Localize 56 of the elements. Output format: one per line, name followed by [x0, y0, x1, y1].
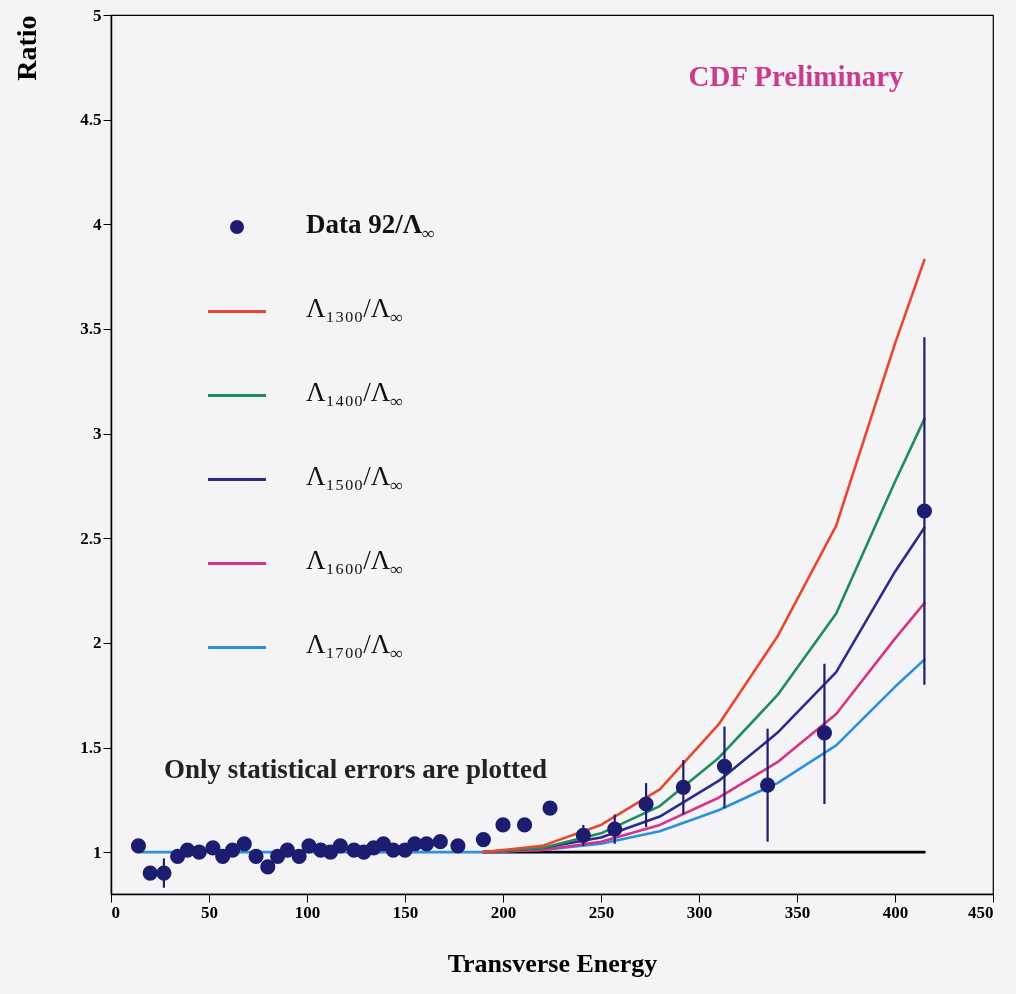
point: [916, 503, 932, 519]
point: [495, 817, 511, 833]
legend-label: Λ₁₆₀₀/Λ$_{∞}$: [306, 545, 403, 581]
point: [760, 777, 776, 793]
point: [236, 836, 252, 852]
x-tick-label: 450: [968, 902, 994, 922]
legend-label: Λ₁₅₀₀/Λ$_{∞}$: [306, 461, 403, 497]
point: [816, 725, 833, 741]
point: [260, 859, 276, 875]
point: [130, 838, 147, 854]
point: [716, 758, 733, 774]
legend-label: Λ₁₄₀₀/Λ$_{∞}$: [306, 377, 403, 413]
point: [638, 796, 654, 812]
legend-label: Λ₁₃₀₀/Λ$_{∞}$: [306, 293, 403, 329]
x-axis-title: Transverse Energy: [447, 948, 658, 978]
point: [542, 800, 558, 816]
x-tick-label: 200: [490, 902, 517, 922]
point: [142, 865, 158, 881]
legend-label: Data 92/Λ$_{∞}$: [306, 209, 435, 245]
y-tick-label: 3.5: [80, 319, 102, 339]
point: [332, 838, 348, 854]
x-tick-label: 0: [111, 902, 120, 922]
annotation: Only statistical errors are plotted: [164, 754, 547, 784]
y-tick-label: 3: [93, 424, 102, 444]
point: [205, 840, 221, 856]
point: [432, 834, 448, 850]
point: [450, 838, 466, 854]
point: [675, 779, 691, 795]
point: [248, 848, 264, 864]
annotation: CDF Preliminary: [688, 60, 905, 92]
point: [191, 844, 207, 860]
x-tick-label: 250: [588, 902, 615, 922]
point: [516, 817, 533, 833]
x-tick-label: 100: [294, 902, 321, 922]
y-tick-label: 4: [93, 214, 102, 234]
point: [575, 827, 591, 843]
y-tick-label: 2: [93, 633, 102, 653]
point: [279, 842, 295, 858]
x-tick-label: 50: [201, 902, 218, 922]
y-tick-label: 2.5: [80, 528, 102, 548]
x-tick-label: 350: [784, 902, 811, 922]
point: [291, 848, 307, 864]
legend-label: Λ₁₇₀₀/Λ$_{∞}$: [306, 629, 403, 665]
x-tick-label: 400: [882, 902, 909, 922]
y-tick-label: 4.5: [80, 110, 102, 130]
point: [607, 821, 623, 837]
point: [475, 832, 491, 848]
x-tick-label: 150: [392, 902, 419, 922]
point: [224, 842, 241, 858]
y-axis-title: Ratio: [11, 15, 43, 81]
y-tick-label: 1: [93, 842, 102, 862]
y-tick-label: 1.5: [80, 738, 102, 757]
y-tick-label: 5: [93, 5, 102, 25]
point: [156, 865, 172, 881]
point: [418, 836, 435, 852]
x-tick-label: 300: [686, 902, 713, 922]
